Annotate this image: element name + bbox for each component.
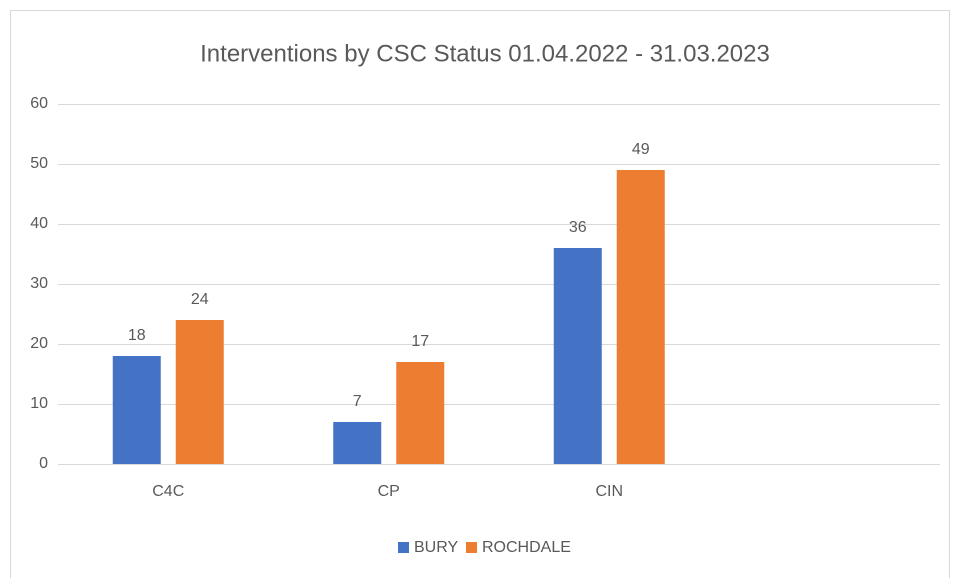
data-label: 36	[569, 219, 587, 236]
legend-label: ROCHDALE	[482, 539, 571, 556]
x-tick-label: C4C	[152, 483, 184, 500]
legend-swatch	[466, 542, 477, 553]
legend-label: BURY	[414, 539, 458, 556]
y-tick-label: 20	[30, 335, 48, 352]
data-label: 49	[632, 141, 650, 158]
data-label: 24	[191, 291, 209, 308]
data-label: 17	[411, 333, 429, 350]
bar	[112, 356, 161, 464]
y-tick-label: 40	[30, 215, 48, 232]
y-tick-label: 30	[30, 275, 48, 292]
chart-title: Interventions by CSC Status 01.04.2022 -…	[200, 40, 770, 67]
y-tick-label: 50	[30, 155, 48, 172]
chart-border	[10, 10, 950, 578]
y-tick-label: 0	[39, 455, 48, 472]
data-label: 7	[353, 393, 362, 410]
bar	[553, 248, 602, 464]
x-tick-label: CIN	[595, 483, 623, 500]
bar	[175, 320, 224, 464]
legend-swatch	[398, 542, 409, 553]
bar	[616, 170, 665, 464]
y-tick-label: 10	[30, 395, 48, 412]
x-tick-label: CP	[378, 483, 400, 500]
bar	[333, 422, 382, 464]
data-label: 18	[128, 327, 146, 344]
y-tick-label: 60	[30, 95, 48, 112]
bar	[396, 362, 445, 464]
